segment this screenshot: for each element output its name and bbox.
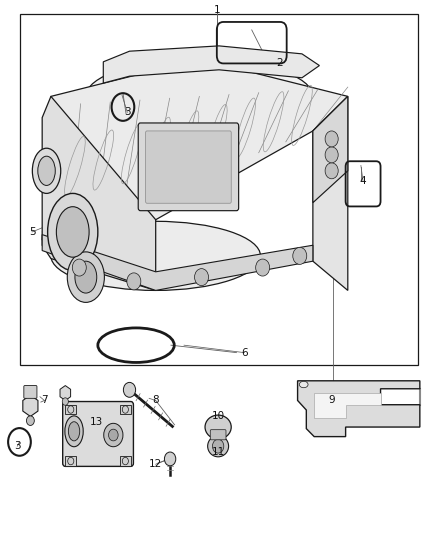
- Polygon shape: [313, 96, 348, 290]
- FancyBboxPatch shape: [63, 401, 134, 466]
- Polygon shape: [60, 385, 71, 400]
- Polygon shape: [42, 235, 313, 290]
- Ellipse shape: [75, 261, 97, 293]
- Ellipse shape: [32, 148, 61, 193]
- Circle shape: [26, 416, 34, 425]
- Text: 10: 10: [212, 411, 225, 422]
- Circle shape: [256, 259, 270, 276]
- Text: 4: 4: [360, 176, 367, 187]
- Text: 13: 13: [90, 417, 103, 427]
- Bar: [65, 456, 76, 466]
- Circle shape: [104, 423, 123, 447]
- Ellipse shape: [65, 416, 83, 447]
- Ellipse shape: [86, 59, 313, 134]
- FancyBboxPatch shape: [138, 123, 239, 211]
- Ellipse shape: [51, 221, 261, 290]
- Bar: [65, 405, 76, 414]
- Text: 12: 12: [149, 459, 162, 469]
- Polygon shape: [314, 393, 381, 418]
- Text: 1: 1: [213, 5, 220, 15]
- Circle shape: [62, 398, 68, 405]
- FancyBboxPatch shape: [24, 385, 37, 398]
- Ellipse shape: [68, 422, 80, 441]
- Circle shape: [325, 147, 338, 163]
- Polygon shape: [42, 96, 155, 290]
- Polygon shape: [297, 381, 420, 437]
- Text: 2: 2: [276, 59, 283, 68]
- Circle shape: [127, 273, 141, 290]
- FancyBboxPatch shape: [146, 131, 231, 203]
- Circle shape: [293, 247, 307, 264]
- Circle shape: [164, 452, 176, 466]
- Ellipse shape: [205, 415, 231, 439]
- Text: 9: 9: [328, 395, 335, 406]
- Circle shape: [109, 429, 118, 441]
- Ellipse shape: [48, 193, 98, 270]
- Text: 3: 3: [124, 107, 131, 117]
- Circle shape: [124, 382, 136, 397]
- Circle shape: [72, 259, 86, 276]
- Text: 7: 7: [41, 395, 48, 406]
- Text: 3: 3: [14, 441, 21, 451]
- Ellipse shape: [67, 252, 104, 302]
- Text: 6: 6: [241, 348, 247, 358]
- Ellipse shape: [208, 435, 229, 457]
- Circle shape: [212, 439, 224, 453]
- Ellipse shape: [38, 156, 55, 185]
- Polygon shape: [103, 46, 319, 83]
- Polygon shape: [313, 96, 348, 203]
- FancyBboxPatch shape: [210, 430, 226, 440]
- Polygon shape: [23, 395, 38, 416]
- Circle shape: [325, 131, 338, 147]
- Bar: [120, 405, 131, 414]
- Bar: [20, 14, 418, 365]
- Circle shape: [325, 163, 338, 179]
- Ellipse shape: [299, 381, 308, 387]
- Circle shape: [194, 269, 208, 286]
- Ellipse shape: [57, 207, 89, 257]
- Text: 8: 8: [152, 395, 159, 406]
- Text: 5: 5: [29, 227, 35, 237]
- Text: 11: 11: [212, 447, 225, 456]
- Bar: [120, 456, 131, 466]
- Polygon shape: [42, 59, 348, 240]
